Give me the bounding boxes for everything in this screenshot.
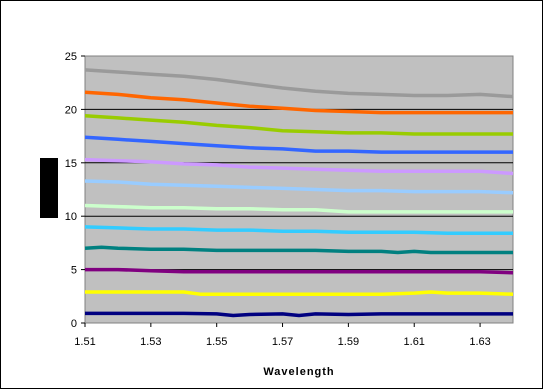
y-tick-labels: 0 5 10 15 20 25: [65, 51, 85, 330]
y-tick-label-2: 10: [65, 211, 77, 223]
y-tick-label-1: 5: [71, 265, 77, 277]
series-lines: [84, 68, 514, 318]
series-line-11: [85, 311, 513, 318]
series-line-4: [84, 157, 514, 176]
series-line-2: [84, 114, 513, 136]
y-tick-label-5: 25: [65, 51, 77, 63]
y-axis-label-redaction: [40, 158, 58, 218]
x-tick-labels: 1.51 1.53 1.55 1.57 1.59 1.61 1.63: [74, 323, 491, 348]
series-line-1: [84, 90, 513, 115]
series-line-7: [84, 225, 513, 236]
x-tick-label-1: 1.53: [140, 336, 161, 348]
series-line-10: [85, 290, 514, 296]
x-tick-label-6: 1.63: [469, 336, 490, 348]
series-line-8: [84, 245, 513, 255]
series-line-3: [84, 135, 513, 154]
x-axis-label: Wavelength: [263, 366, 334, 378]
x-tick-label-4: 1.59: [338, 336, 359, 348]
series-line-9: [85, 267, 514, 275]
series-line-5: [84, 179, 514, 195]
x-tick-label-0: 1.51: [74, 336, 95, 348]
series-line-0: [84, 68, 514, 99]
series-line-6: [84, 203, 513, 214]
x-tick-label-2: 1.55: [206, 336, 227, 348]
y-tick-label-3: 15: [65, 158, 77, 170]
y-tick-label-4: 20: [65, 104, 77, 116]
x-tick-label-5: 1.61: [404, 336, 425, 348]
x-tick-label-3: 1.57: [272, 336, 293, 348]
y-tick-label-0: 0: [71, 318, 77, 330]
